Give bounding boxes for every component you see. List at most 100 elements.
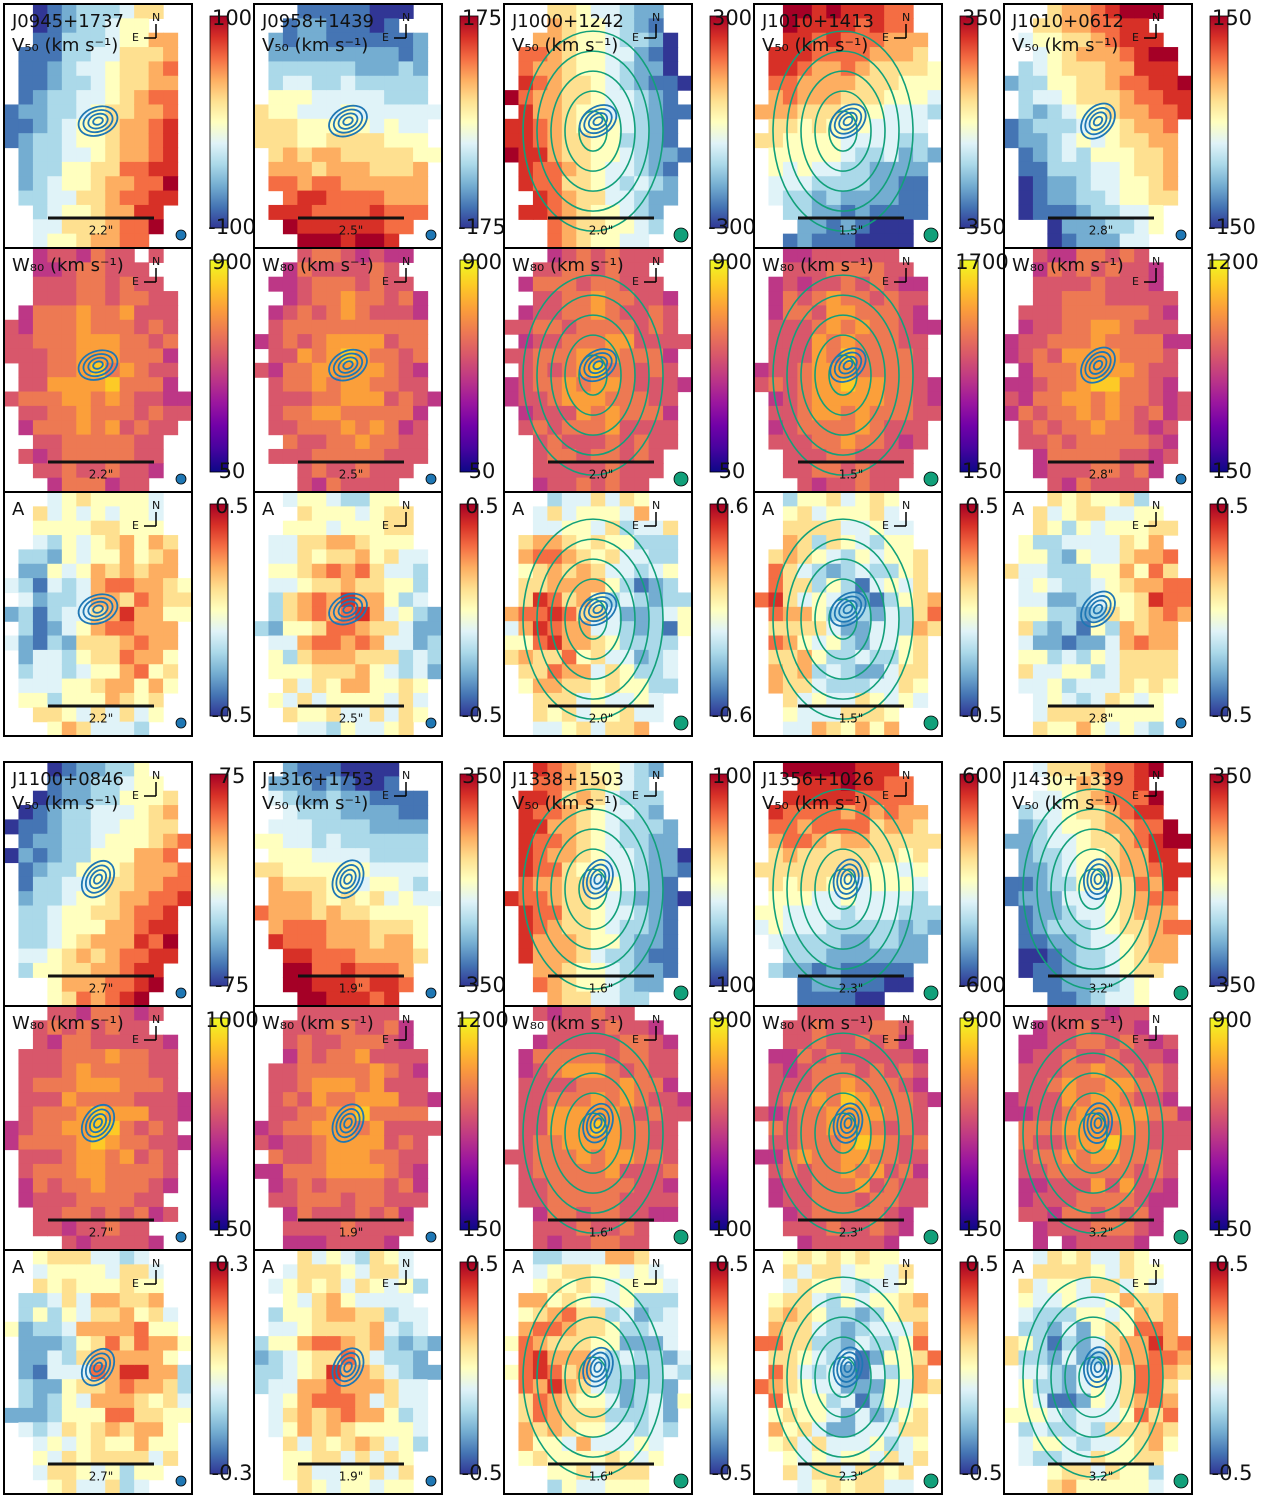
map-pixel bbox=[47, 1364, 63, 1380]
map-pixel bbox=[547, 962, 563, 978]
map-pixel bbox=[561, 477, 577, 493]
map-pixel bbox=[355, 75, 371, 91]
map-pixel bbox=[119, 635, 135, 651]
map-pixel bbox=[18, 362, 34, 378]
map-pixel bbox=[1032, 362, 1048, 378]
map-pixel bbox=[61, 118, 77, 134]
map-pixel bbox=[134, 1206, 150, 1222]
map-pixel bbox=[1134, 678, 1150, 694]
map-pixel bbox=[326, 707, 342, 723]
map-pixel bbox=[311, 1364, 327, 1380]
compass-north: N bbox=[1152, 11, 1160, 24]
map-pixel bbox=[134, 862, 150, 878]
map-pixel bbox=[1047, 147, 1063, 163]
colorbar-max: 100 bbox=[212, 6, 252, 30]
map-pixel bbox=[254, 104, 270, 120]
map-pixel bbox=[547, 707, 563, 723]
map-pixel bbox=[297, 549, 313, 565]
map-pixel bbox=[47, 204, 63, 220]
map-pixel bbox=[326, 291, 342, 307]
map-pixel bbox=[326, 1379, 342, 1395]
map-pixel bbox=[1177, 75, 1193, 91]
map-pixel bbox=[1076, 721, 1092, 737]
map-pixel bbox=[311, 1393, 327, 1409]
map-pixel bbox=[297, 305, 313, 321]
map-pixel bbox=[47, 549, 63, 565]
map-pixel bbox=[634, 262, 650, 278]
map-pixel bbox=[413, 1049, 429, 1065]
map-pixel bbox=[340, 649, 356, 665]
map-pixel bbox=[32, 876, 48, 892]
map-pixel bbox=[340, 819, 356, 835]
map-pixel bbox=[1105, 635, 1121, 651]
map-frame bbox=[503, 491, 693, 737]
map-pixel bbox=[384, 434, 400, 450]
beam bbox=[673, 1473, 689, 1489]
map-pixel bbox=[547, 377, 563, 393]
map-pixel bbox=[518, 876, 534, 892]
map-pixel bbox=[1061, 334, 1077, 350]
map-pixel bbox=[532, 319, 548, 335]
map-pixel bbox=[340, 334, 356, 350]
map-pixel bbox=[134, 578, 150, 594]
blue-contour bbox=[84, 1352, 112, 1382]
map-pixel bbox=[268, 448, 284, 464]
map-pixel bbox=[297, 405, 313, 421]
map-pixel bbox=[1148, 606, 1164, 622]
blue-contour bbox=[585, 1107, 611, 1139]
map-pixel bbox=[282, 635, 298, 651]
map-pixel bbox=[504, 891, 520, 907]
beam bbox=[425, 1475, 437, 1487]
map-pixel bbox=[311, 1063, 327, 1079]
map-pixel bbox=[1076, 635, 1092, 651]
map-pixel bbox=[605, 563, 621, 579]
map-pixel bbox=[797, 219, 813, 235]
map-pixel bbox=[148, 692, 164, 708]
blue-contour bbox=[337, 112, 359, 130]
map-pixel bbox=[590, 790, 606, 806]
map-pixel bbox=[532, 1034, 548, 1050]
map-pixel bbox=[605, 762, 621, 777]
map-pixel bbox=[326, 1250, 342, 1265]
map-pixel bbox=[1105, 563, 1121, 579]
compass-north: N bbox=[152, 499, 160, 512]
map-pixel bbox=[547, 535, 563, 551]
map-pixel bbox=[561, 118, 577, 134]
map-pixel bbox=[134, 233, 150, 249]
map-pixel bbox=[504, 1364, 520, 1380]
map-pixel bbox=[1105, 549, 1121, 565]
map-pixel bbox=[413, 1106, 429, 1122]
map-pixel bbox=[268, 32, 284, 48]
map-pixel bbox=[355, 905, 371, 921]
map-pixel bbox=[311, 1278, 327, 1294]
map-pixel bbox=[532, 161, 548, 177]
map-pixel bbox=[76, 563, 92, 579]
map-pixel bbox=[268, 1336, 284, 1352]
map-pixel bbox=[134, 621, 150, 637]
map-pixel bbox=[163, 848, 179, 864]
map-pixel bbox=[355, 578, 371, 594]
map-pixel bbox=[413, 1379, 429, 1395]
map-pixel bbox=[605, 377, 621, 393]
map-pixel bbox=[105, 934, 121, 950]
map-pixel bbox=[119, 805, 135, 821]
map-pixel bbox=[340, 520, 356, 536]
map-pixel bbox=[754, 862, 770, 878]
map-pixel bbox=[47, 991, 63, 1007]
map-pixel bbox=[398, 833, 414, 849]
map-pixel bbox=[148, 635, 164, 651]
map-pixel bbox=[840, 4, 856, 19]
map-pixel bbox=[105, 1034, 121, 1050]
green-contour bbox=[800, 70, 886, 192]
map-pixel bbox=[369, 477, 385, 493]
blue-contour bbox=[342, 116, 354, 126]
map-pixel bbox=[297, 621, 313, 637]
map-pixel bbox=[1148, 176, 1164, 192]
map-pixel bbox=[1163, 161, 1179, 177]
map-pixel bbox=[398, 1135, 414, 1151]
map-pixel bbox=[282, 848, 298, 864]
map-pixel bbox=[648, 4, 664, 19]
map-pixel bbox=[61, 762, 77, 777]
map-pixel bbox=[32, 592, 48, 608]
map-pixel bbox=[663, 1163, 679, 1179]
